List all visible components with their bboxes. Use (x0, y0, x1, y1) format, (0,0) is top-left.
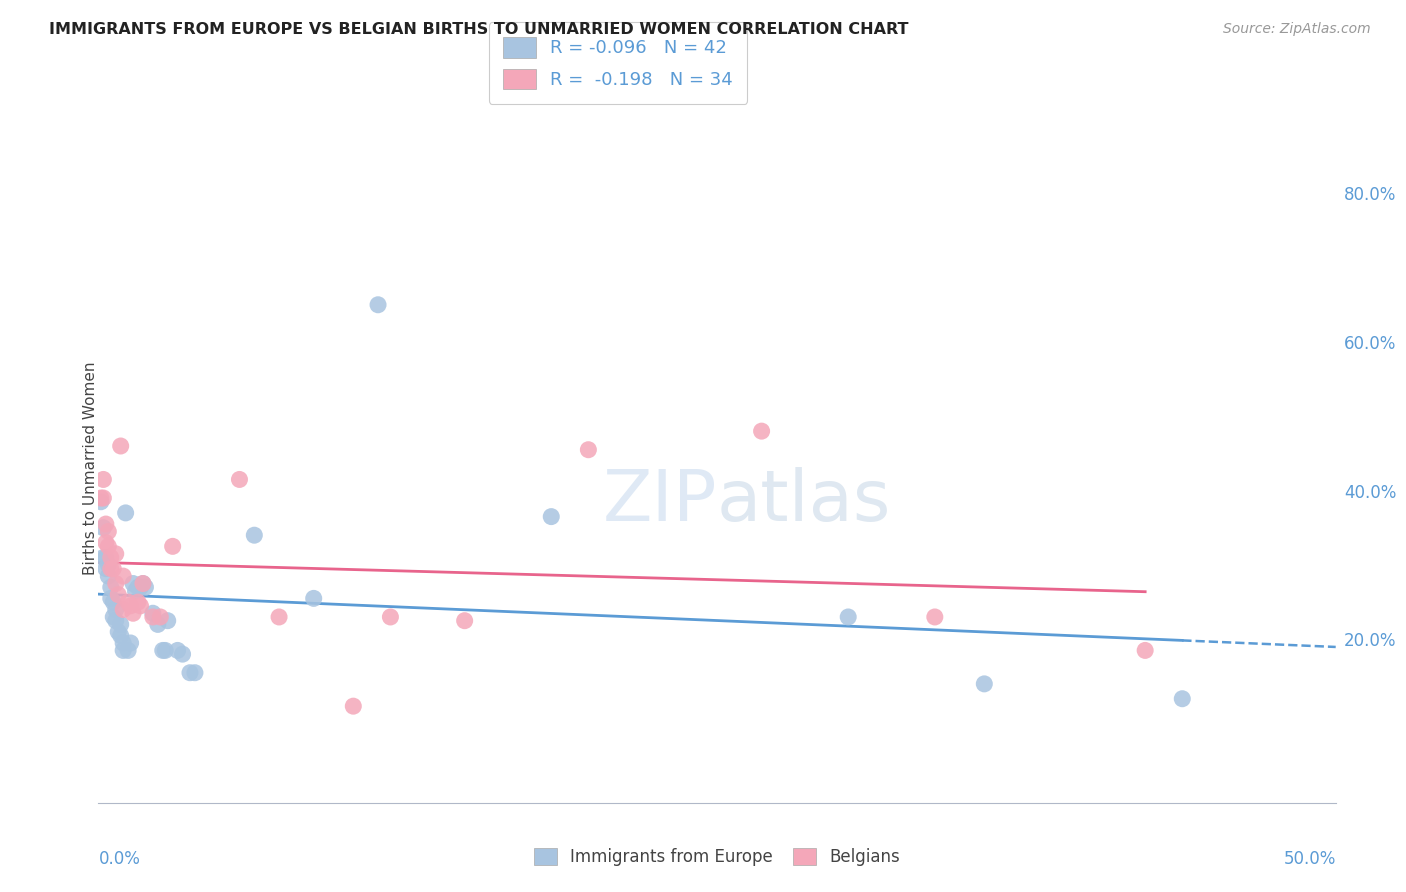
Point (751, 424, 773, 438)
Point (114, 506, 136, 520)
Point (120, 636, 142, 650)
Point (112, 602, 135, 616)
Point (162, 539, 184, 553)
Point (103, 610, 125, 624)
Point (124, 584, 146, 599)
Point (1171, 691, 1194, 706)
Point (122, 576, 145, 591)
Point (149, 610, 172, 624)
Point (267, 610, 290, 624)
Point (156, 614, 179, 628)
Point (142, 607, 165, 621)
Point (973, 677, 995, 691)
Text: ZIP: ZIP (603, 467, 717, 536)
Point (110, 629, 132, 643)
Point (129, 599, 152, 613)
Point (924, 610, 946, 624)
Point (107, 624, 129, 639)
Point (97, 524, 120, 539)
Point (228, 473, 250, 487)
Point (453, 614, 475, 628)
Point (97, 569, 120, 583)
Point (152, 643, 174, 657)
Point (94, 550, 117, 565)
Point (172, 647, 194, 661)
Point (117, 595, 139, 609)
Point (184, 665, 207, 680)
Point (342, 699, 364, 714)
Point (120, 599, 142, 613)
Legend: Immigrants from Europe, Belgians: Immigrants from Europe, Belgians (526, 840, 908, 875)
Point (367, 298, 389, 312)
Point (576, 442, 599, 457)
Point (112, 636, 135, 650)
Point (97, 558, 120, 572)
Point (112, 643, 135, 657)
Point (166, 643, 188, 657)
Point (100, 550, 122, 565)
Point (107, 588, 129, 602)
Point (100, 562, 122, 576)
Point (122, 607, 145, 621)
Point (93, 550, 115, 565)
Point (94, 562, 117, 576)
Point (146, 617, 169, 632)
Point (117, 643, 139, 657)
Point (110, 617, 132, 632)
Point (90, 494, 112, 508)
Point (110, 439, 132, 453)
Text: 50.0%: 50.0% (1284, 849, 1336, 868)
Text: IMMIGRANTS FROM EUROPE VS BELGIAN BIRTHS TO UNMARRIED WOMEN CORRELATION CHART: IMMIGRANTS FROM EUROPE VS BELGIAN BIRTHS… (49, 22, 908, 37)
Point (100, 591, 122, 606)
Point (94, 517, 117, 532)
Y-axis label: Births to Unmarried Women: Births to Unmarried Women (83, 361, 97, 575)
Point (112, 569, 135, 583)
Point (97, 539, 120, 553)
Text: 0.0%: 0.0% (98, 849, 141, 868)
Point (302, 591, 325, 606)
Point (380, 610, 402, 624)
Point (837, 610, 859, 624)
Point (1133, 643, 1156, 657)
Point (93, 473, 115, 487)
Point (142, 610, 165, 624)
Point (179, 665, 201, 680)
Point (127, 580, 149, 594)
Point (104, 547, 127, 561)
Point (94, 535, 117, 549)
Point (104, 576, 127, 591)
Point (90, 491, 112, 505)
Point (127, 595, 149, 609)
Point (104, 614, 127, 628)
Point (93, 491, 115, 505)
Point (132, 576, 155, 591)
Point (103, 562, 125, 576)
Point (129, 580, 152, 594)
Point (155, 643, 177, 657)
Point (104, 602, 127, 616)
Text: Source: ZipAtlas.com: Source: ZipAtlas.com (1223, 22, 1371, 37)
Point (132, 576, 155, 591)
Point (243, 528, 266, 542)
Point (540, 509, 562, 524)
Point (103, 595, 125, 609)
Point (134, 580, 156, 594)
Point (93, 521, 115, 535)
Point (100, 580, 122, 594)
Text: atlas: atlas (717, 467, 891, 536)
